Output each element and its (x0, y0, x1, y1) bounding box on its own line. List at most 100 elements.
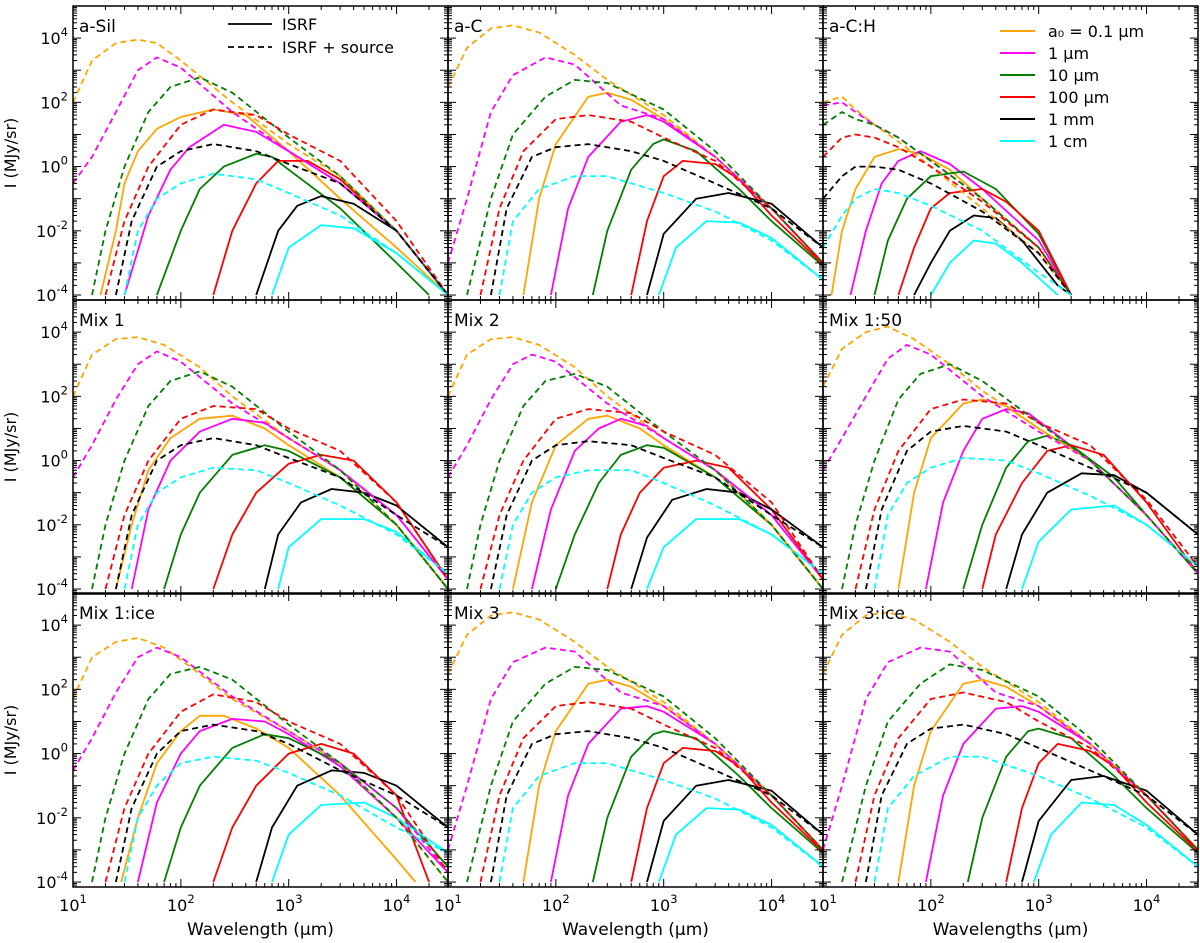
legend-label: a₀ = 0.1 μm (1048, 22, 1144, 41)
series-line (823, 133, 1072, 296)
y-tick-label: 10-4 (36, 282, 68, 305)
x-tick-label: 102 (542, 892, 570, 915)
series-line (448, 611, 823, 851)
series-line (498, 469, 823, 590)
series-line (531, 417, 823, 590)
series-line (448, 353, 823, 580)
series-group (448, 24, 823, 296)
series-line (73, 646, 448, 873)
y-tick-label: 102 (40, 89, 68, 112)
series-line (606, 459, 823, 590)
series-line (823, 165, 1072, 296)
series-line (73, 350, 448, 580)
series-line (130, 417, 448, 590)
y-axis-label: I (MJy/sr) (1, 705, 20, 776)
series-line (120, 714, 417, 883)
series-line (966, 727, 1198, 883)
series-line (115, 437, 448, 590)
legend-label: 100 μm (1048, 88, 1109, 107)
panel-title: Mix 1:50 (829, 311, 902, 331)
panel-8: Mix 3 101 102 103 104 Wavelength (μm) (434, 592, 824, 940)
series-line (823, 325, 1198, 575)
series-line (212, 160, 448, 296)
series-group (448, 611, 823, 883)
series-line (73, 38, 448, 296)
series-group (823, 611, 1198, 883)
series-line (91, 370, 448, 590)
series-line (646, 192, 823, 296)
series-line (73, 336, 448, 590)
legend-label: ISRF + source (282, 38, 394, 57)
panel-6: Mix 1:50 (822, 299, 1199, 595)
series-line (104, 405, 448, 590)
series-line (823, 188, 1072, 296)
series-line (123, 755, 448, 883)
x-tick-label: 104 (1133, 892, 1161, 915)
panel-frame (822, 592, 1199, 888)
series-line (962, 434, 1198, 590)
y-tick-label: 102 (40, 383, 68, 406)
series-line (1021, 504, 1198, 590)
series-line (498, 175, 823, 296)
series-line (823, 611, 1198, 851)
panel-frame (822, 299, 1199, 595)
series-line (550, 705, 823, 883)
y-tick-label: 10-2 (36, 218, 68, 241)
series-line (123, 466, 448, 590)
panel-title: a-C:H (829, 17, 876, 37)
series-line (854, 398, 1198, 590)
series-line (91, 666, 448, 883)
x-tick-label: 103 (275, 892, 303, 915)
x-tick-label: 101 (59, 892, 87, 915)
panel-title: Mix 2 (454, 311, 500, 331)
x-tick-label: 102 (917, 892, 945, 915)
panel-title: a-C (454, 17, 482, 37)
series-line (630, 488, 823, 590)
series-group (73, 637, 448, 883)
y-tick-label: 10-2 (36, 512, 68, 535)
panel-3: a-C:H (822, 5, 1199, 301)
series-line (448, 56, 823, 264)
series-line (849, 150, 1072, 296)
series-line (841, 363, 1198, 590)
series-line (830, 148, 1072, 296)
y-tick-label: 100 (40, 741, 68, 764)
series-line (657, 807, 823, 883)
series-line (930, 239, 1059, 296)
panel-title: Mix 3:ice (829, 604, 905, 624)
series-line (271, 801, 448, 883)
series-line (1005, 743, 1198, 883)
series-line (823, 344, 1198, 575)
legend-label: 1 μm (1048, 44, 1089, 63)
series-line (823, 646, 1198, 851)
x-axis-label: Wavelength (μm) (187, 920, 334, 940)
ticks (72, 593, 449, 888)
series-line (271, 224, 448, 296)
series-line (657, 220, 823, 296)
series-line (865, 425, 1198, 590)
series-line (212, 743, 430, 883)
x-tick-label: 101 (809, 892, 837, 915)
series-line (104, 108, 448, 296)
series-group (73, 336, 448, 590)
y-tick-label: 104 (40, 25, 68, 48)
series-line (255, 769, 448, 883)
series-line (1021, 775, 1198, 883)
series-line (137, 718, 448, 883)
series-line (897, 188, 1073, 296)
grain-size-legend: a₀ = 0.1 μm 1 μm 10 μm 100 μm 1 mm 1 cm (1000, 22, 1144, 151)
series-line (490, 143, 823, 296)
series-line (448, 336, 823, 590)
series-line (490, 440, 823, 590)
x-tick-label: 102 (167, 892, 195, 915)
panel-title: Mix 3 (454, 604, 500, 624)
series-line (115, 723, 448, 883)
y-tick-label: 102 (40, 676, 68, 699)
x-tick-label: 103 (1025, 892, 1053, 915)
series-line (277, 518, 448, 590)
series-line (841, 663, 1198, 883)
series-line (925, 408, 1198, 590)
y-tick-label: 100 (40, 448, 68, 471)
series-line (630, 160, 823, 296)
x-tick-label: 104 (758, 892, 786, 915)
